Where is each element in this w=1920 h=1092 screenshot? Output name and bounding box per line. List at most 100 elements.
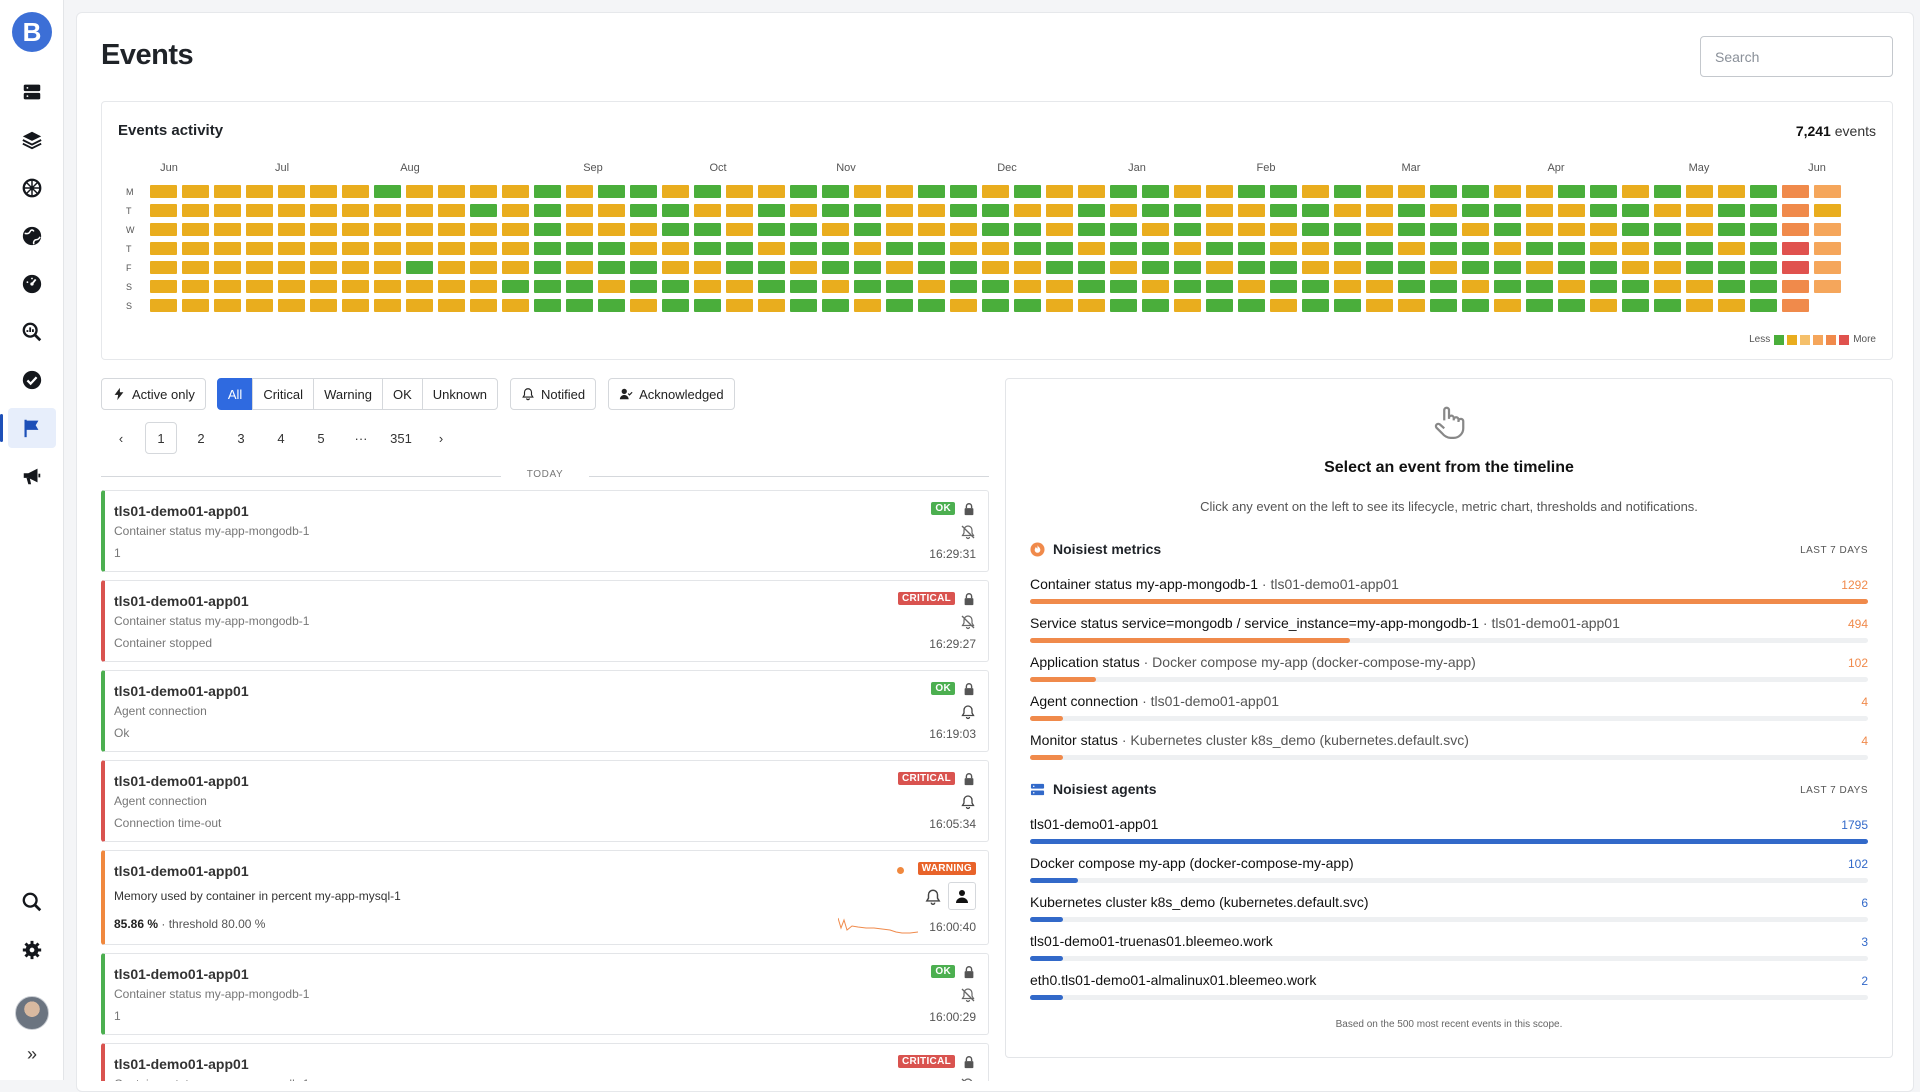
heatmap-cell[interactable] [1462,280,1489,293]
heatmap-cell[interactable] [1590,223,1617,236]
heatmap-cell[interactable] [982,242,1009,255]
heatmap-cell[interactable] [150,242,177,255]
heatmap-cell[interactable] [1558,185,1585,198]
heatmap-cell[interactable] [534,204,561,217]
nav-search[interactable] [8,882,56,922]
heatmap-cell[interactable] [1238,223,1265,236]
heatmap-cell[interactable] [470,261,497,274]
nav-settings[interactable] [8,930,56,970]
heatmap-cell[interactable] [1558,261,1585,274]
heatmap-cell[interactable] [566,280,593,293]
heatmap-cell[interactable] [1366,280,1393,293]
heatmap-cell[interactable] [182,185,209,198]
heatmap-cell[interactable] [1334,242,1361,255]
heatmap-cell[interactable] [566,299,593,312]
heatmap-cell[interactable] [470,204,497,217]
heatmap-cell[interactable] [1782,242,1809,255]
heatmap-cell[interactable] [1686,204,1713,217]
heatmap-cell[interactable] [662,223,689,236]
heatmap-cell[interactable] [1494,242,1521,255]
heatmap-cell[interactable] [1110,185,1137,198]
heatmap-cell[interactable] [278,204,305,217]
heatmap-cell[interactable] [1750,185,1777,198]
heatmap-cell[interactable] [662,242,689,255]
heatmap-cell[interactable] [1206,185,1233,198]
heatmap-cell[interactable] [1334,223,1361,236]
heatmap-cell[interactable] [342,261,369,274]
heatmap-cell[interactable] [1014,242,1041,255]
heatmap-cell[interactable] [1590,299,1617,312]
heatmap-cell[interactable] [630,261,657,274]
heatmap-cell[interactable] [1142,261,1169,274]
event-item-warning[interactable]: tls01-demo01-app01 Memory used by contain… [101,850,989,945]
heatmap-cell[interactable] [1750,299,1777,312]
heatmap-cell[interactable] [1430,185,1457,198]
heatmap-cell[interactable] [630,204,657,217]
heatmap-cell[interactable] [310,204,337,217]
heatmap-cell[interactable] [1590,185,1617,198]
heatmap-cell[interactable] [342,280,369,293]
nav-explore[interactable] [8,312,56,352]
severity-unknown-button[interactable]: Unknown [421,378,498,410]
heatmap-cell[interactable] [502,185,529,198]
bell-muted-icon[interactable] [960,614,976,630]
heatmap-cell[interactable] [246,261,273,274]
heatmap-cell[interactable] [1622,223,1649,236]
heatmap-cell[interactable] [1270,223,1297,236]
heatmap-cell[interactable] [726,185,753,198]
heatmap-cell[interactable] [1078,204,1105,217]
heatmap-cell[interactable] [1622,204,1649,217]
heatmap-cell[interactable] [758,299,785,312]
heatmap-cell[interactable] [1526,280,1553,293]
heatmap-cell[interactable] [470,242,497,255]
heatmap-cell[interactable] [822,204,849,217]
heatmap-cell[interactable] [1718,242,1745,255]
heatmap-cell[interactable] [1494,204,1521,217]
heatmap-cell[interactable] [1814,185,1841,198]
event-item-ok[interactable]: tls01-demo01-app01 Agent connection Ok OK 16… [101,670,989,752]
heatmap-cell[interactable] [406,242,433,255]
heatmap-cell[interactable] [470,299,497,312]
noisy-metric-row[interactable]: Service status service=mongodb / service… [1030,615,1868,643]
acknowledge-button[interactable] [948,882,976,910]
nav-notifications[interactable] [8,456,56,496]
heatmap-cell[interactable] [1558,204,1585,217]
heatmap-cell[interactable] [1718,223,1745,236]
noisy-metric-row[interactable]: Application status · Docker compose my-a… [1030,654,1868,682]
heatmap-cell[interactable] [374,299,401,312]
heatmap-cell[interactable] [1014,185,1041,198]
heatmap-cell[interactable] [1302,280,1329,293]
heatmap-cell[interactable] [982,280,1009,293]
noisy-agent-row[interactable]: tls01-demo01-truenas01.bleemeo.work 3 [1030,933,1868,961]
heatmap-cell[interactable] [854,280,881,293]
heatmap-cell[interactable] [1110,299,1137,312]
heatmap-cell[interactable] [1398,242,1425,255]
heatmap-cell[interactable] [406,280,433,293]
heatmap-cell[interactable] [406,223,433,236]
heatmap-cell[interactable] [1270,204,1297,217]
heatmap-cell[interactable] [950,242,977,255]
heatmap-cell[interactable] [470,223,497,236]
heatmap-cell[interactable] [1750,280,1777,293]
prev-page-button[interactable]: ‹ [118,430,124,446]
heatmap-cell[interactable] [694,242,721,255]
heatmap-cell[interactable] [566,204,593,217]
heatmap-cell[interactable] [1686,280,1713,293]
heatmap-cell[interactable] [854,261,881,274]
heatmap-cell[interactable] [854,204,881,217]
heatmap-cell[interactable] [1782,280,1809,293]
heatmap-cell[interactable] [726,242,753,255]
heatmap-cell[interactable] [886,299,913,312]
nav-events[interactable] [0,408,56,448]
heatmap-cell[interactable] [726,261,753,274]
heatmap-cell[interactable] [566,185,593,198]
heatmap-cell[interactable] [886,261,913,274]
event-item-critical[interactable]: tls01-demo01-app01 Agent connection Connec… [101,760,989,842]
heatmap-cell[interactable] [1654,242,1681,255]
heatmap-cell[interactable] [1462,204,1489,217]
page-last-button[interactable]: 351 [390,430,412,446]
heatmap-cell[interactable] [214,242,241,255]
heatmap-cell[interactable] [278,223,305,236]
heatmap-cell[interactable] [1718,261,1745,274]
heatmap-cell[interactable] [1046,280,1073,293]
